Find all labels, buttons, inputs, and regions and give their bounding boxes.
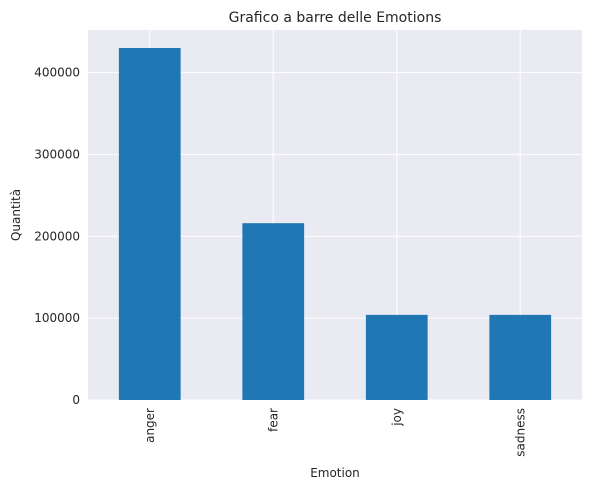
y-tick-label: 0	[72, 393, 80, 407]
y-tick-label: 400000	[34, 66, 80, 80]
y-axis-label: Quantità	[9, 189, 23, 241]
x-tick-label-joy: joy	[390, 408, 404, 427]
x-tick-label-anger: anger	[143, 408, 157, 443]
bar-joy	[365, 314, 428, 400]
bars	[118, 48, 552, 400]
chart-title: Grafico a barre delle Emotions	[229, 10, 442, 26]
bar-anger	[118, 48, 181, 400]
bar-fear	[242, 223, 305, 400]
y-tick-label: 300000	[34, 147, 80, 161]
x-tick-label-fear: fear	[266, 408, 280, 432]
x-tick-label-sadness: sadness	[513, 408, 527, 457]
y-axis-ticks: 0 100000 200000 300000 400000	[34, 66, 80, 407]
x-axis-label: Emotion	[310, 466, 360, 480]
x-axis-ticks: anger fear joy sadness	[143, 408, 528, 457]
bar-sadness	[489, 314, 552, 400]
y-tick-label: 100000	[34, 311, 80, 325]
y-tick-label: 200000	[34, 229, 80, 243]
